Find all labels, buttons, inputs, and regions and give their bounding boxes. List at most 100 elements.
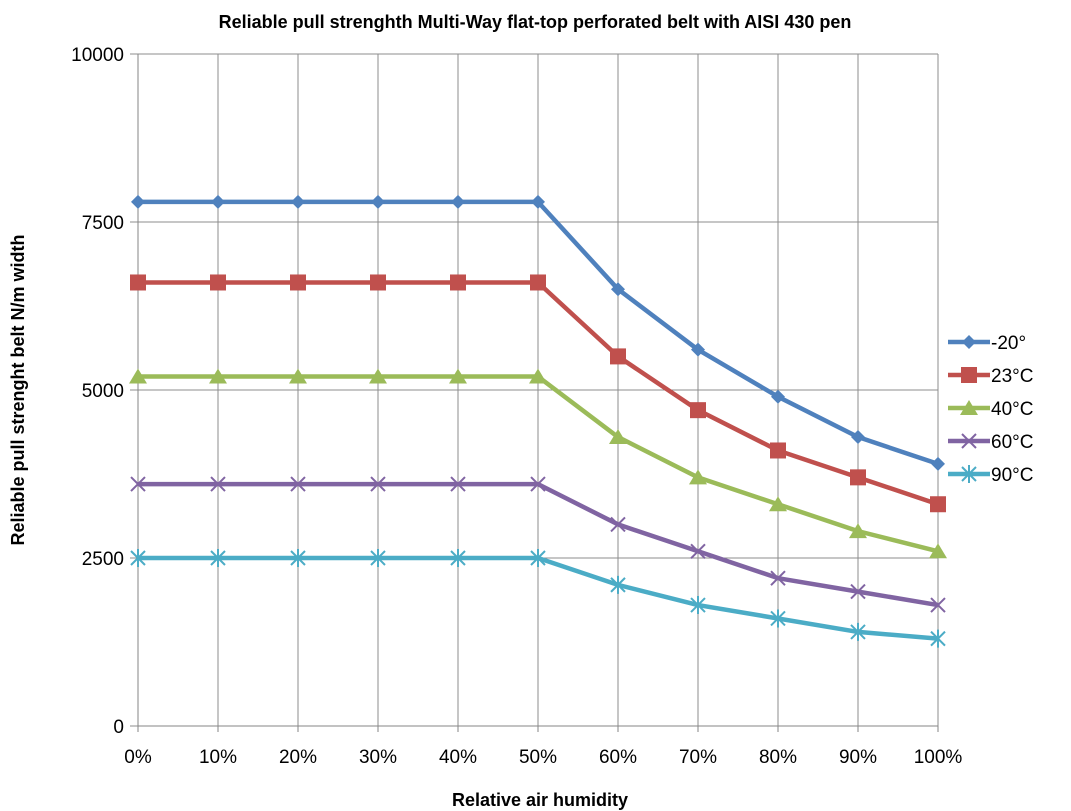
data-point (690, 543, 706, 559)
legend: -20° 23°C 40°C 60°C 90°C (948, 333, 1033, 486)
x-axis-title: Relative air humidity (452, 790, 628, 810)
data-point (290, 274, 306, 291)
x-tick-label: 90% (839, 747, 877, 768)
legend-item: 90°C (948, 465, 1033, 486)
data-point (930, 496, 946, 513)
data-point (770, 609, 786, 628)
legend-label: 23°C (991, 366, 1033, 387)
data-point (850, 622, 866, 641)
data-point (850, 469, 866, 486)
data-point (369, 368, 387, 384)
data-point (849, 523, 867, 539)
data-point (209, 368, 227, 384)
series-90-c (130, 549, 946, 648)
data-point (610, 575, 626, 594)
legend-marker (961, 433, 977, 449)
y-axis-tick-labels: 0 2500 5000 7500 10000 (71, 45, 124, 738)
legend-marker (960, 400, 978, 415)
data-point (131, 194, 145, 209)
data-point (130, 476, 146, 492)
y-tick-label: 2500 (82, 549, 124, 570)
x-tick-label: 80% (759, 747, 797, 768)
data-point (130, 274, 146, 291)
data-point (610, 348, 626, 365)
data-point (370, 476, 386, 492)
axes (137, 54, 939, 732)
x-tick-label: 10% (199, 747, 237, 768)
legend-label: 60°C (991, 432, 1033, 453)
data-point (930, 597, 946, 613)
data-point (210, 476, 226, 492)
data-point (210, 549, 226, 567)
legend-marker (961, 465, 977, 483)
data-point (290, 476, 306, 492)
y-tick-label: 0 (113, 717, 124, 738)
series-lines (129, 194, 947, 648)
legend-item: 60°C (948, 432, 1033, 453)
data-point (930, 629, 946, 648)
data-point (371, 194, 385, 209)
data-point (691, 342, 705, 357)
y-tick-label: 10000 (71, 45, 124, 66)
data-point (770, 442, 786, 459)
data-point (289, 368, 307, 384)
series-60-c (130, 476, 946, 613)
legend-label: -20° (991, 333, 1026, 354)
data-point (690, 402, 706, 419)
series-23-c (130, 274, 946, 513)
data-point (211, 194, 225, 209)
data-point (610, 516, 626, 533)
data-point (530, 476, 546, 492)
x-tick-label: 50% (519, 747, 557, 768)
data-point (290, 549, 306, 567)
legend-label: 90°C (991, 465, 1033, 486)
data-point (529, 368, 547, 384)
data-point (450, 476, 466, 492)
legend-marker (961, 367, 977, 383)
legend-item: 23°C (948, 366, 1033, 387)
data-point (689, 469, 707, 485)
data-point (450, 549, 466, 567)
data-point (690, 596, 706, 615)
legend-item: 40°C (948, 399, 1033, 420)
data-point (449, 368, 467, 384)
data-point (291, 194, 305, 209)
data-point (130, 549, 146, 567)
series-20 (131, 194, 945, 471)
legend-marker (962, 335, 976, 349)
data-point (770, 570, 786, 586)
data-point (530, 274, 546, 291)
data-point (450, 274, 466, 291)
data-point (451, 194, 465, 209)
data-point (771, 389, 785, 404)
data-point (851, 430, 865, 445)
x-tick-label: 0% (124, 747, 152, 768)
data-point (611, 282, 625, 297)
y-tick-label: 7500 (82, 213, 124, 234)
x-tick-label: 20% (279, 747, 317, 768)
data-point (530, 549, 546, 567)
x-axis-tick-labels: 0% 10% 20% 30% 40% 50% 60% 70% 80% 90% 100% (124, 747, 962, 768)
x-tick-label: 100% (914, 747, 963, 768)
x-tick-label: 60% (599, 747, 637, 768)
data-point (531, 194, 545, 209)
series-40-c (129, 368, 947, 559)
data-point (769, 496, 787, 512)
data-point (370, 549, 386, 567)
data-point (609, 429, 627, 445)
data-point (931, 456, 945, 471)
x-tick-label: 70% (679, 747, 717, 768)
data-point (929, 543, 947, 559)
data-point (370, 274, 386, 291)
data-point (850, 583, 866, 600)
legend-item: -20° (948, 333, 1026, 354)
chart-title: Reliable pull strenghth Multi-Way flat-t… (219, 12, 852, 32)
legend-label: 40°C (991, 399, 1033, 420)
y-axis-title: Reliable pull strenght belt N/m width (8, 234, 28, 545)
data-point (210, 274, 226, 291)
x-tick-label: 30% (359, 747, 397, 768)
y-tick-label: 5000 (82, 381, 124, 402)
x-tick-label: 40% (439, 747, 477, 768)
